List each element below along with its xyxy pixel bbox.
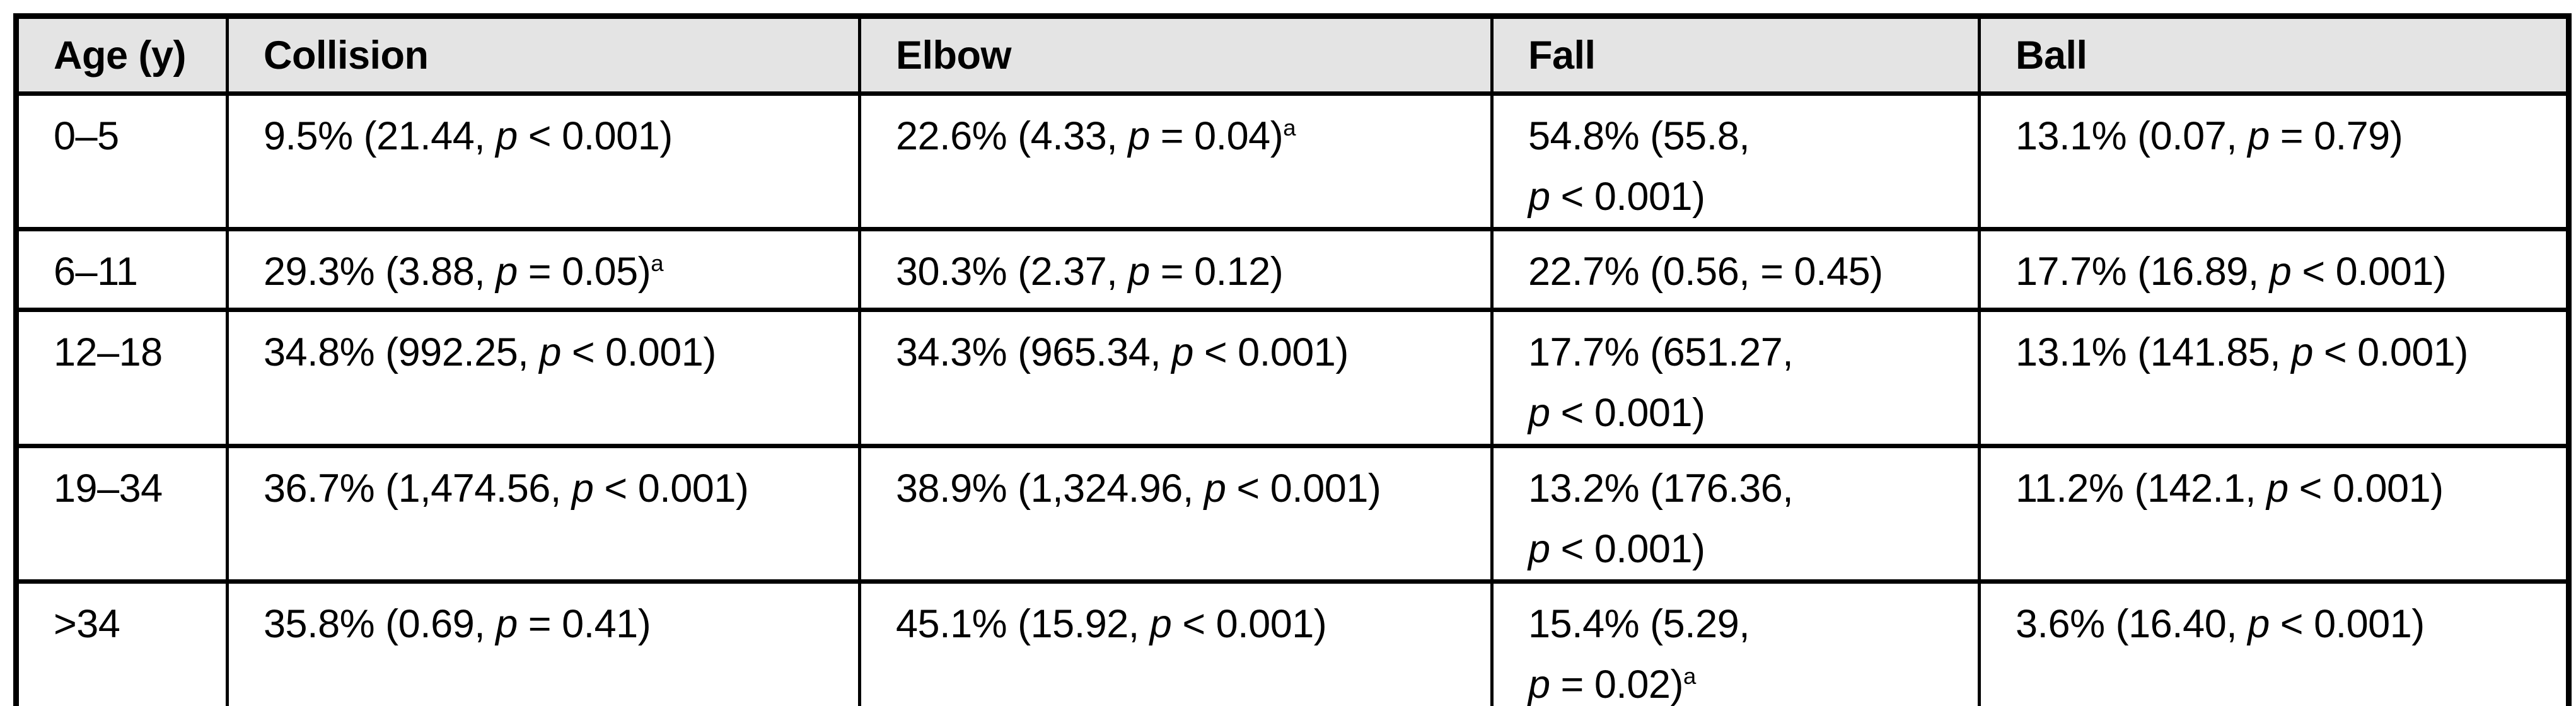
ball-cell: 3.6% (16.40, p < 0.001) bbox=[1978, 579, 2569, 706]
collision-cell: 9.5% (21.44, p < 0.001) bbox=[226, 91, 860, 229]
fall-cell: 17.7% (651.27, p < 0.001) bbox=[1490, 308, 1980, 446]
column-header-fall: Fall bbox=[1490, 14, 1980, 94]
age-cell: >34 bbox=[15, 579, 228, 706]
ball-cell: 13.1% (0.07, p = 0.79) bbox=[1978, 91, 2569, 229]
elbow-cell: 34.3% (965.34, p < 0.001) bbox=[858, 308, 1492, 446]
collision-cell: 36.7% (1,474.56, p < 0.001) bbox=[226, 444, 860, 582]
age-cell: 0–5 bbox=[15, 91, 228, 229]
ball-cell: 11.2% (142.1, p < 0.001) bbox=[1978, 444, 2569, 582]
header-row: Age (y) Collision Elbow Fall Ball bbox=[15, 14, 2569, 94]
fall-cell: 13.2% (176.36, p < 0.001) bbox=[1490, 444, 1980, 582]
fall-cell: 54.8% (55.8, p < 0.001) bbox=[1490, 91, 1980, 229]
elbow-cell: 22.6% (4.33, p = 0.04)a bbox=[858, 91, 1492, 229]
column-header-collision: Collision bbox=[226, 14, 860, 94]
elbow-cell: 30.3% (2.37, p = 0.12) bbox=[858, 227, 1492, 310]
age-cell: 12–18 bbox=[15, 308, 228, 446]
collision-cell: 29.3% (3.88, p = 0.05)a bbox=[226, 227, 860, 310]
collision-cell: 34.8% (992.25, p < 0.001) bbox=[226, 308, 860, 446]
column-header-age: Age (y) bbox=[15, 14, 228, 94]
table-row-age-12-18: 12–18 34.8% (992.25, p < 0.001) 34.3% (9… bbox=[15, 308, 2569, 446]
elbow-cell: 45.1% (15.92, p < 0.001) bbox=[858, 579, 1492, 706]
table-row-age-6-11: 6–11 29.3% (3.88, p = 0.05)a 30.3% (2.37… bbox=[15, 227, 2569, 310]
age-injury-mechanism-table: Age (y) Collision Elbow Fall Ball 0–5 9.… bbox=[13, 13, 2572, 706]
table-row-age-19-34: 19–34 36.7% (1,474.56, p < 0.001) 38.9% … bbox=[15, 444, 2569, 582]
collision-cell: 35.8% (0.69, p = 0.41) bbox=[226, 579, 860, 706]
column-header-ball: Ball bbox=[1978, 14, 2569, 94]
table-row-age-0-5: 0–5 9.5% (21.44, p < 0.001) 22.6% (4.33,… bbox=[15, 91, 2569, 229]
elbow-cell: 38.9% (1,324.96, p < 0.001) bbox=[858, 444, 1492, 582]
fall-cell: 22.7% (0.56, = 0.45) bbox=[1490, 227, 1980, 310]
age-cell: 6–11 bbox=[15, 227, 228, 310]
column-header-elbow: Elbow bbox=[858, 14, 1492, 94]
ball-cell: 17.7% (16.89, p < 0.001) bbox=[1978, 227, 2569, 310]
fall-cell: 15.4% (5.29, p = 0.02)a bbox=[1490, 579, 1980, 706]
table-row-age-over-34: >34 35.8% (0.69, p = 0.41) 45.1% (15.92,… bbox=[15, 579, 2569, 706]
age-cell: 19–34 bbox=[15, 444, 228, 582]
ball-cell: 13.1% (141.85, p < 0.001) bbox=[1978, 308, 2569, 446]
